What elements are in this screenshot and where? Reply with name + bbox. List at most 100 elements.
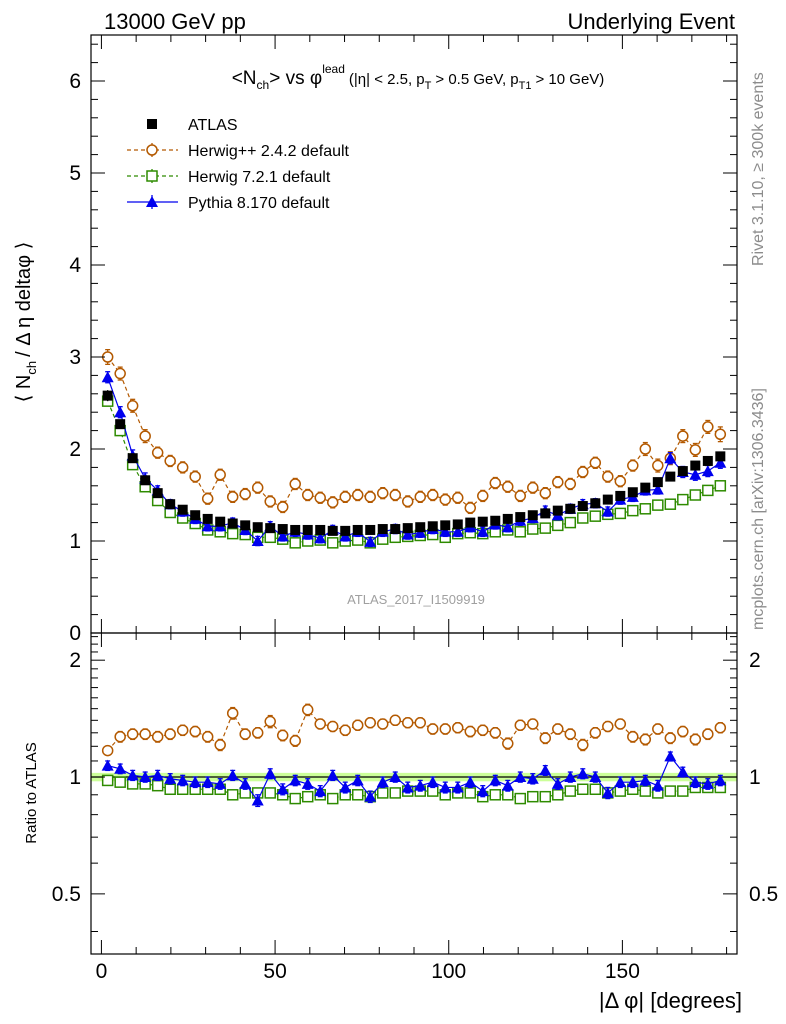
main-point-atlas [452,519,463,530]
title-part-a: <N [232,68,257,89]
xtick-label: 150 [605,960,640,983]
main-ytick-label: 4 [69,254,81,277]
ratio-point-herwigpp [376,718,389,730]
ratio-point-pythia [226,769,239,781]
ratio-point-herwigpp [201,730,214,743]
main-point-atlas [127,453,138,464]
ratio-point-herwig7 [489,789,502,801]
ratio-point-herwig7 [301,790,314,803]
main-ytick-label: 3 [69,346,81,369]
ratio-point-herwigpp [414,716,427,729]
ratio-point-herwig7 [539,790,552,803]
main-point-atlas [115,419,126,430]
ratio-point-herwigpp [139,728,151,740]
main-point-atlas [377,524,388,535]
xlabel: |Δ φ| [degrees] [599,988,742,1013]
main-point-herwig7 [639,503,652,515]
main-point-herwig7 [577,512,589,524]
ratio-point-herwig7 [151,779,164,792]
main-point-herwigpp [326,496,339,509]
main-point-atlas [352,524,363,535]
main-point-herwigpp [389,489,401,501]
ratio-point-herwigpp [164,728,176,740]
ratio-point-pythia [401,781,414,793]
main-ylabel: ⟨ Nch / Δ η deltaφ ⟩ [13,242,39,403]
analysis-watermark: ATLAS_2017_I1509919 [347,592,485,607]
ratio-point-pythia [551,777,564,789]
header-left: 13000 GeV pp [104,9,246,34]
legend-marker-herwig7 [146,170,158,182]
legend-label-pythia: Pythia 8.170 default [188,195,330,212]
main-point-herwigpp [702,421,714,433]
ratio-point-pythia [489,774,502,786]
ratio-point-herwigpp [114,730,126,743]
ratio-point-pythia [664,750,677,762]
ratio-point-herwigpp [126,728,139,740]
main-point-herwigpp [114,367,126,380]
rivet-label: Rivet 3.1.10, ≥ 300k events [750,72,767,266]
main-point-herwigpp [214,469,226,481]
ratio-point-pythia [251,794,264,806]
ratio-point-pythia [451,781,464,793]
main-point-herwigpp [276,501,289,513]
main-line-herwig7 [107,400,721,544]
ratio-ytick-label-left: 1 [69,766,81,789]
main-axes: 1 2 3 4 5 6 0 [69,35,737,645]
ratio-point-herwig7 [639,785,652,797]
title-sub-d: T1 [519,80,532,92]
main-point-atlas [652,477,663,488]
ratio-ytick-label-right: 1 [749,766,761,789]
ratio-point-herwigpp [564,728,577,740]
main-point-atlas [665,471,676,482]
main-point-herwigpp [401,495,414,508]
ratio-point-herwig7 [664,785,677,797]
ratio-point-herwigpp [514,719,527,731]
ratio-point-herwig7 [114,776,126,788]
ratio-point-herwigpp [577,739,589,751]
main-point-pythia [201,520,214,532]
ratio-point-pythia [426,776,439,788]
main-point-herwigpp [351,489,364,501]
xtick-label: 50 [263,960,286,983]
ratio-point-pythia [701,777,714,789]
ratio-point-herwigpp [552,723,564,735]
legend-marker-atlas [147,119,157,129]
ratio-point-pythia [176,774,189,786]
title-part-c: (|η| < 2.5, p [349,71,425,88]
ratio-point-herwigpp [301,704,314,716]
main-point-atlas [490,515,501,526]
ratio-point-pythia [501,779,514,791]
main-point-herwigpp [126,400,139,412]
ratio-point-pythia [339,781,352,793]
ratio-point-herwig7 [464,787,477,799]
main-point-herwigpp [639,443,652,455]
ratio-point-herwig7 [527,790,539,803]
main-point-atlas [102,390,113,401]
main-point-herwigpp [226,491,239,503]
ratio-point-pythia [601,786,614,798]
legend-label-herwigpp: Herwig++ 2.4.2 default [188,143,350,160]
main-point-herwigpp [527,481,539,494]
ratio-point-herwigpp [401,716,414,729]
ratio-point-herwigpp [527,718,539,730]
main-point-atlas [640,482,651,493]
ratio-point-pythia [326,769,339,781]
ratio-point-herwig7 [552,789,564,801]
ratio-point-herwigpp [627,730,639,743]
ratio-point-herwigpp [702,728,714,740]
ratio-point-herwigpp [677,725,689,738]
ratio-axes: 0.5 0.5 1 1 2 2 0 50 100 150 [52,633,778,983]
main-ytick-label: 6 [69,70,81,93]
ratio-point-herwigpp [589,727,602,739]
ratio-point-pythia [614,776,627,788]
ratio-point-herwigpp [539,732,552,744]
main-point-atlas [265,523,276,534]
ratio-point-pythia [676,766,689,778]
ratio-ytick-label-right: 2 [749,649,761,672]
main-point-herwigpp [477,490,489,502]
ratio-point-pythia [689,776,702,788]
main-point-atlas [415,522,426,533]
ratio-point-herwigpp [214,739,226,751]
main-point-atlas [152,488,163,499]
ratio-point-pythia [464,776,477,788]
